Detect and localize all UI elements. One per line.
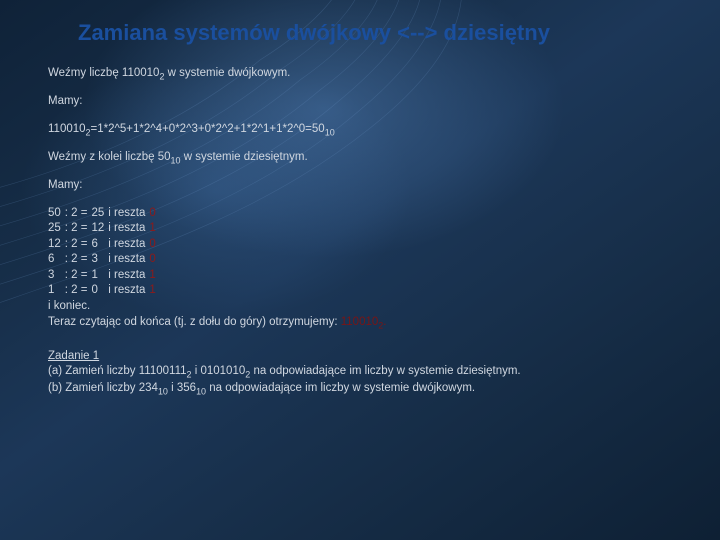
number: 0101010	[200, 365, 245, 377]
text: Weźmy liczbę	[48, 67, 122, 79]
division-cell: : 2 =	[65, 237, 92, 253]
equation: 1100102=1*2^5+1*2^4+0*2^3+0*2^2+1*2^1+1*…	[48, 122, 680, 138]
division-row: 12: 2 =6 i reszta0	[48, 237, 160, 253]
remainder-cell: 1	[149, 268, 159, 284]
subscript: 10	[325, 127, 335, 137]
division-cell: 25	[92, 206, 109, 222]
result-line: Teraz czytając od końca (tj. z dołu do g…	[48, 315, 680, 331]
number: 11100111	[139, 365, 187, 377]
division-cell: 25	[48, 221, 65, 237]
division-cell: 1	[92, 268, 109, 284]
division-cell: i reszta	[108, 237, 149, 253]
slide-title: Zamiana systemów dwójkowy <--> dziesiętn…	[78, 18, 680, 48]
division-cell: : 2 =	[65, 221, 92, 237]
number: 110010	[122, 67, 160, 79]
mamy-1: Mamy:	[48, 94, 680, 110]
division-row: 6 : 2 =3 i reszta0	[48, 252, 160, 268]
remainder-cell: 0	[149, 206, 159, 222]
text: w systemie dwójkowym.	[164, 67, 290, 79]
subscript: 10	[158, 386, 168, 396]
division-cell: 12	[92, 221, 109, 237]
remainder-cell: 0	[149, 252, 159, 268]
number: 234	[139, 382, 158, 394]
number: 50	[158, 151, 171, 163]
division-cell: 6	[48, 252, 65, 268]
dot: .	[383, 316, 386, 328]
subscript: 10	[196, 386, 206, 396]
task-b: (b) Zamień liczby 23410 i 35610 na odpow…	[48, 381, 680, 397]
division-cell: i reszta	[108, 206, 149, 222]
division-row: 3 : 2 =1 i reszta1	[48, 268, 160, 284]
text: =1*2^5+1*2^4+0*2^3+0*2^2+1*2^1+1*2^0=	[91, 123, 312, 135]
division-cell: 1	[48, 283, 65, 299]
division-row: 25: 2 =12i reszta1	[48, 221, 160, 237]
subscript: 10	[171, 155, 181, 165]
division-cell: : 2 =	[65, 283, 92, 299]
task-a: (a) Zamień liczby 111001112 i 01010102 n…	[48, 364, 680, 380]
text: i	[168, 382, 177, 394]
text: (a) Zamień liczby	[48, 365, 139, 377]
text: Teraz czytając od końca (tj. z dołu do g…	[48, 316, 341, 328]
division-cell: 3	[92, 252, 109, 268]
division-cell: i reszta	[108, 268, 149, 284]
task-heading-text: Zadanie 1	[48, 350, 99, 362]
intro-binary: Weźmy liczbę 1100102 w systemie dwójkowy…	[48, 66, 680, 82]
text: na odpowiadające im liczby w systemie dw…	[206, 382, 475, 394]
division-cell: i reszta	[108, 283, 149, 299]
task-heading: Zadanie 1	[48, 349, 680, 365]
text: (b) Zamień liczby	[48, 382, 139, 394]
text: Weźmy z kolei liczbę	[48, 151, 158, 163]
division-cell: 0	[92, 283, 109, 299]
division-cell: 3	[48, 268, 65, 284]
division-cell: 50	[48, 206, 65, 222]
division-cell: : 2 =	[65, 268, 92, 284]
mamy-2: Mamy:	[48, 178, 680, 194]
division-row: 50: 2 =25i reszta0	[48, 206, 160, 222]
remainder-cell: 1	[149, 283, 159, 299]
division-cell: : 2 =	[65, 206, 92, 222]
division-cell: i reszta	[108, 252, 149, 268]
division-cell: 12	[48, 237, 65, 253]
remainder-cell: 1	[149, 221, 159, 237]
number: 50	[312, 123, 325, 135]
division-cell: i reszta	[108, 221, 149, 237]
number: 110010	[48, 123, 86, 135]
result-number: 110010	[341, 316, 379, 328]
koniec: i koniec.	[48, 299, 680, 315]
text: w systemie dziesiętnym.	[181, 151, 308, 163]
division-table: 50: 2 =25i reszta025: 2 =12i reszta112: …	[48, 206, 160, 299]
remainder-cell: 0	[149, 237, 159, 253]
division-cell: 6	[92, 237, 109, 253]
text: na odpowiadające im liczby w systemie dz…	[250, 365, 520, 377]
intro-decimal: Weźmy z kolei liczbę 5010 w systemie dzi…	[48, 150, 680, 166]
number: 356	[177, 382, 196, 394]
division-row: 1 : 2 =0 i reszta1	[48, 283, 160, 299]
division-cell: : 2 =	[65, 252, 92, 268]
slide: Zamiana systemów dwójkowy <--> dziesiętn…	[0, 0, 720, 417]
